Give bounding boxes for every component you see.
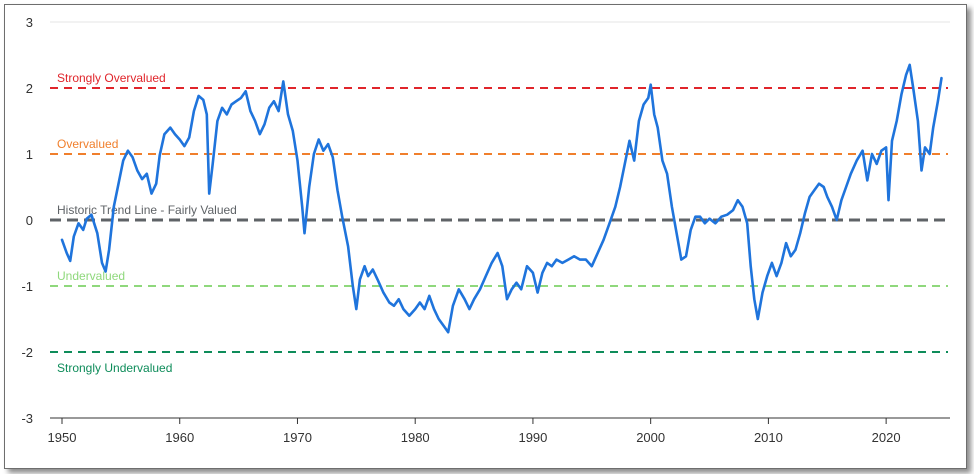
chart-frame [4, 4, 967, 469]
valuation-series-line [60, 63, 943, 334]
reference-line-label: Historic Trend Line - Fairly Valued [57, 203, 237, 217]
y-tick-label: 2 [26, 81, 33, 96]
y-axis-ticks: 3 2 1 0 -1 -2 -3 [21, 15, 33, 426]
x-tick-label: 1980 [401, 430, 430, 445]
y-tick-label: 1 [26, 147, 33, 162]
reference-labels: Strongly Overvalued Overvalued Historic Tr… [57, 71, 237, 375]
y-tick-label: -3 [21, 411, 33, 426]
reference-line-label: Strongly Undervalued [57, 361, 172, 375]
reference-line-label: Undervalued [57, 269, 125, 283]
x-axis-ticks: 1950 1960 1970 1980 1990 2000 2010 2020 [48, 418, 901, 445]
x-tick-label: 2010 [754, 430, 783, 445]
x-tick-label: 2020 [872, 430, 901, 445]
y-tick-label: 0 [26, 213, 33, 228]
y-tick-label: -1 [21, 279, 33, 294]
x-tick-label: 1960 [165, 430, 194, 445]
reference-line-label: Overvalued [57, 137, 118, 151]
series-group [60, 63, 943, 334]
x-tick-label: 1990 [518, 430, 547, 445]
reference-line-label: Strongly Overvalued [57, 71, 166, 85]
x-tick-label: 1970 [283, 430, 312, 445]
y-tick-label: -2 [21, 345, 33, 360]
reference-lines [50, 87, 948, 353]
x-tick-label: 2000 [636, 430, 665, 445]
y-tick-label: 3 [26, 15, 33, 30]
x-tick-label: 1950 [48, 430, 77, 445]
